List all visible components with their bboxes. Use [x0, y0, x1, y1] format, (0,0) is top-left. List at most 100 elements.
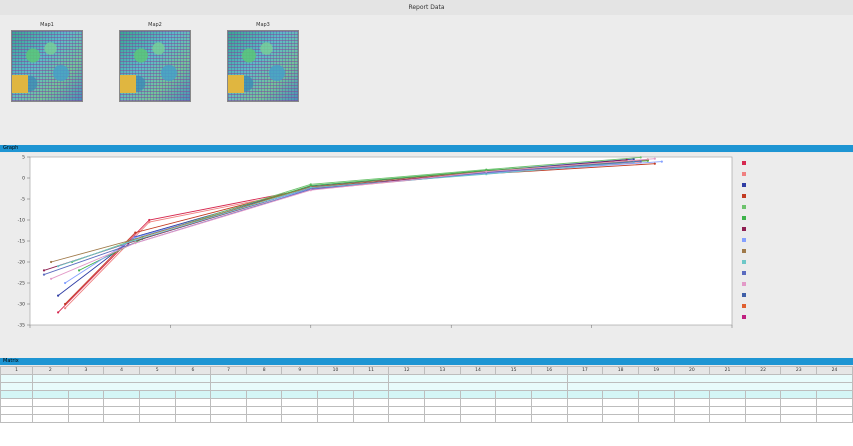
data-table: 1 2 3 4 5 6 7 8 9 10 11 12 13 14 15 16 17 18 19 20 21 22 23 24	[0, 366, 853, 423]
table-cell	[709, 406, 746, 415]
column-header	[138, 390, 176, 399]
column-header	[637, 390, 675, 399]
data-point	[64, 302, 67, 306]
column-number: 6	[174, 366, 212, 375]
column-number: 19	[637, 366, 675, 375]
column-number: 14	[459, 366, 497, 375]
table-row[interactable]	[0, 398, 853, 407]
legend-item[interactable]	[742, 245, 852, 256]
data-point	[57, 265, 60, 268]
chart-pane: 5 0 -5 -10 -15 -20 -25 -30 -35	[0, 153, 853, 358]
unit-label	[31, 382, 212, 391]
table-cell	[174, 398, 212, 407]
legend-item[interactable]	[742, 256, 852, 267]
unit-label	[210, 382, 390, 391]
column-number: 20	[673, 366, 711, 375]
table-cell	[210, 398, 247, 407]
table-cell	[495, 414, 532, 423]
data-point	[78, 269, 81, 272]
data-point	[64, 307, 67, 310]
row-name	[0, 414, 33, 423]
table-cell	[103, 398, 140, 407]
data-table-pane: 1 2 3 4 5 6 7 8 9 10 11 12 13 14 15 16 17 18 19 20 21 22 23 24	[0, 366, 853, 446]
column-number: 3	[67, 366, 105, 375]
column-header	[174, 390, 212, 399]
legend-item[interactable]	[742, 223, 852, 234]
table-cell	[317, 398, 354, 407]
chart-section-title: Graph	[3, 145, 19, 151]
table-cell	[352, 406, 390, 415]
y-tick-label: -25	[18, 281, 25, 287]
y-tick-label: -20	[18, 260, 25, 266]
group-label	[31, 374, 212, 383]
data-point	[639, 160, 642, 163]
table-cell	[281, 406, 319, 415]
column-number: 15	[495, 366, 532, 375]
table-cell	[637, 406, 675, 415]
legend-item[interactable]	[742, 190, 852, 201]
y-tick-label: -10	[18, 218, 25, 224]
table-cell	[673, 406, 711, 415]
data-point	[50, 260, 53, 264]
table-cell	[816, 414, 853, 423]
table-cell	[245, 414, 283, 423]
table-section-title: Matrix	[3, 358, 19, 364]
plot-area: 5 0 -5 -10 -15 -20 -25 -30 -35	[0, 153, 740, 358]
legend-swatch	[742, 314, 746, 319]
table-row[interactable]	[0, 406, 853, 415]
table-cell	[744, 414, 782, 423]
legend-item[interactable]	[742, 300, 852, 311]
legend-item[interactable]	[742, 201, 852, 212]
table-cell	[566, 406, 604, 415]
table-cell	[780, 406, 818, 415]
column-header	[780, 390, 818, 399]
data-point	[660, 160, 663, 163]
table-cell	[459, 406, 497, 415]
data-point	[485, 170, 488, 173]
column-header	[388, 390, 426, 399]
table-cell	[174, 406, 212, 415]
data-point	[42, 273, 46, 276]
legend-item[interactable]	[742, 168, 852, 179]
column-header	[245, 390, 283, 399]
table-cell	[566, 398, 604, 407]
table-cell	[67, 406, 105, 415]
table-row[interactable]	[0, 414, 853, 423]
table-cell	[388, 414, 426, 423]
data-point	[57, 294, 60, 297]
table-cell	[530, 398, 568, 407]
legend-item[interactable]	[742, 234, 852, 245]
map-thumbnail[interactable]: Map2	[119, 21, 191, 105]
table-cell	[424, 406, 461, 415]
column-number: 7	[210, 366, 247, 375]
table-cell	[709, 414, 746, 423]
column-header	[566, 390, 604, 399]
table-cell	[530, 406, 568, 415]
table-cell	[816, 398, 853, 407]
y-tick-label: -30	[18, 302, 25, 308]
table-cell	[459, 398, 497, 407]
map-thumbnail[interactable]: Map3	[227, 21, 299, 105]
legend-swatch	[742, 193, 746, 198]
map-image	[11, 30, 83, 102]
legend-item[interactable]	[742, 311, 852, 322]
table-cell	[388, 398, 426, 407]
table-cell	[530, 414, 568, 423]
column-number: 21	[709, 366, 746, 375]
data-point	[57, 311, 60, 314]
legend-item[interactable]	[742, 289, 852, 300]
legend-item[interactable]	[742, 157, 852, 168]
column-header	[317, 390, 354, 399]
map-image	[227, 30, 299, 102]
column-header	[709, 390, 746, 399]
legend-item[interactable]	[742, 267, 852, 278]
table-cell	[281, 398, 319, 407]
table-cell	[174, 414, 212, 423]
legend-item[interactable]	[742, 278, 852, 289]
legend-item[interactable]	[742, 212, 852, 223]
legend-swatch	[742, 292, 746, 297]
table-cell	[495, 406, 532, 415]
maps-pane: Map1 Map2 Map3	[0, 15, 853, 145]
map-thumbnail[interactable]: Map1	[11, 21, 83, 105]
legend-item[interactable]	[742, 179, 852, 190]
